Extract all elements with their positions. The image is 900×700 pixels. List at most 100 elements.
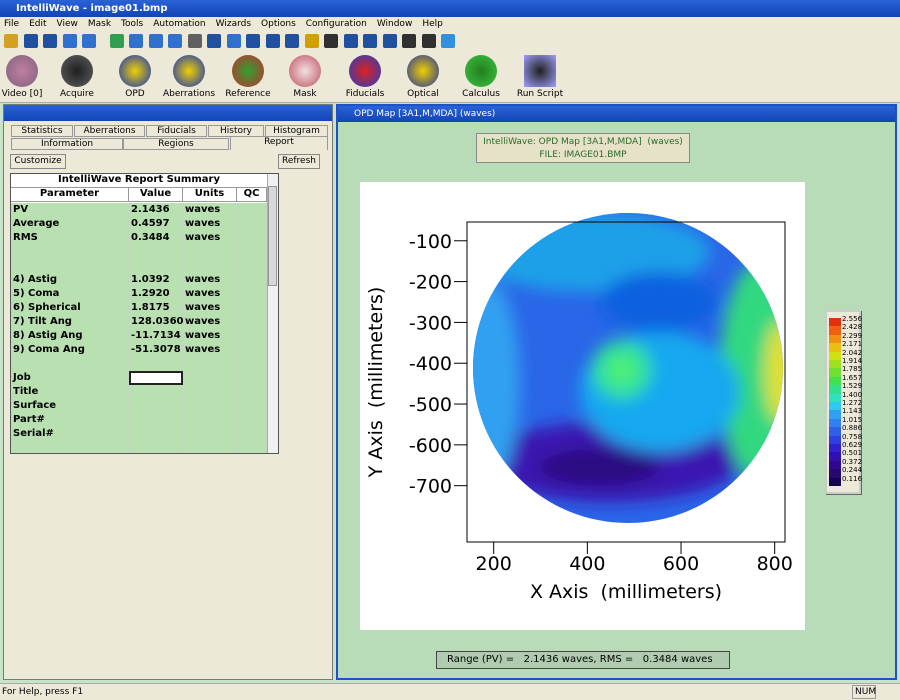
table-cell <box>129 259 183 273</box>
toolbar-icon[interactable] <box>23 34 38 48</box>
table-cell: waves <box>183 301 237 315</box>
table-cell: -11.7134 <box>129 329 183 343</box>
x-axis-label: X Axis (millimeters) <box>530 581 722 603</box>
toolbar-icon[interactable] <box>304 34 319 48</box>
table-cell <box>237 329 267 343</box>
colorbar-swatch <box>829 326 841 335</box>
toolbar-icon[interactable] <box>363 34 377 48</box>
table-cell: 1.0392 <box>129 273 183 287</box>
toolbar-icon[interactable] <box>82 34 96 48</box>
toolbar-icon[interactable] <box>407 55 439 87</box>
menu-item[interactable]: Mask <box>87 19 112 29</box>
customize-button[interactable]: Customize <box>10 154 66 169</box>
toolbar-label[interactable]: Calculus <box>462 89 500 99</box>
toolbar-icon[interactable] <box>285 34 299 48</box>
toolbar-label[interactable]: Video [0] <box>1 89 43 99</box>
x-tick-label: 400 <box>569 553 605 575</box>
menu-bar: File Edit View Mask Tools Automation Wizards Op… <box>0 17 900 31</box>
toolbar-icon[interactable] <box>465 55 497 87</box>
toolbar-icon[interactable] <box>343 34 358 48</box>
toolbar-icon[interactable] <box>119 55 151 87</box>
toolbar-label[interactable]: Reference <box>225 89 271 99</box>
toolbar-icon[interactable] <box>109 34 124 48</box>
colorbar-label: 1.272 <box>842 399 863 407</box>
toolbar-icon[interactable] <box>232 55 264 87</box>
toolbar-label[interactable]: Acquire <box>60 89 94 99</box>
table-cell: 9) Coma Ang <box>11 343 129 357</box>
menu-item[interactable]: Help <box>422 19 443 29</box>
colorbar-label: 0.244 <box>842 466 863 475</box>
toolbar-icon[interactable] <box>349 55 381 87</box>
tab[interactable]: Regions <box>123 138 229 150</box>
toolbar-icon[interactable] <box>173 55 205 87</box>
toolbar-icon[interactable] <box>6 55 38 87</box>
panel-title-bar <box>4 105 332 121</box>
toolbar-icon[interactable] <box>62 34 77 48</box>
menu-item[interactable]: Options <box>261 19 296 29</box>
toolbar-icon[interactable] <box>402 34 416 48</box>
table-cell: -51.3078 <box>129 343 183 357</box>
table-cell: waves <box>183 273 237 287</box>
toolbar-icon[interactable] <box>207 34 221 48</box>
table-cell <box>237 371 267 385</box>
toolbar-icon[interactable] <box>421 34 436 48</box>
toolbar-icon[interactable] <box>441 34 455 48</box>
colorbar-swatch <box>829 452 841 461</box>
toolbar-icon[interactable] <box>265 34 280 48</box>
table-cell <box>183 427 237 441</box>
menu-item[interactable]: Edit <box>29 19 47 29</box>
title-bar: IntelliWave - image01.bmp <box>0 0 900 17</box>
menu-item[interactable]: Wizards <box>215 19 252 29</box>
toolbar-icon[interactable] <box>246 34 260 48</box>
menu-item[interactable]: Window <box>376 19 413 29</box>
colorbar-label: 1.914 <box>842 357 863 365</box>
opd-map-image <box>473 213 783 523</box>
toolbar-icon[interactable] <box>324 34 338 48</box>
info-line: IntelliWave: OPD Map [3A1,M,MDA] (waves) <box>483 137 683 147</box>
table-cell <box>183 357 237 371</box>
tab[interactable]: Aberrations <box>74 125 145 137</box>
colorbar-label: 1.657 <box>842 373 863 382</box>
table-cell <box>129 385 183 399</box>
table-cell <box>11 245 129 259</box>
toolbar-label[interactable]: Optical <box>407 89 439 99</box>
toolbar-label[interactable]: Aberrations <box>162 89 216 99</box>
refresh-button[interactable]: Refresh <box>278 154 320 169</box>
table-cell <box>237 217 267 231</box>
toolbar-label[interactable]: Mask <box>293 89 317 99</box>
tab[interactable]: Information <box>11 138 123 150</box>
toolbar-icon[interactable] <box>524 55 556 87</box>
toolbar-label[interactable]: Fiducials <box>345 89 385 99</box>
colorbar-swatch <box>829 360 841 369</box>
colorbar-label: 2.042 <box>842 348 863 357</box>
table-cell <box>237 343 267 357</box>
column-header: QC <box>237 188 267 202</box>
colorbar-label: 2.171 <box>842 340 863 349</box>
menu-item[interactable]: View <box>56 19 78 29</box>
toolbar-icon[interactable] <box>129 34 143 48</box>
toolbar-icon[interactable] <box>289 55 321 87</box>
menu-item[interactable]: Automation <box>153 19 206 29</box>
tab[interactable]: Statistics <box>11 125 73 137</box>
menu-item[interactable]: Tools <box>121 19 144 29</box>
column-header: Units <box>183 188 237 202</box>
x-tick-label: 600 <box>663 553 699 575</box>
toolbar-icon[interactable] <box>61 55 93 87</box>
toolbar-icon[interactable] <box>382 34 397 48</box>
toolbar-icon[interactable] <box>43 34 57 48</box>
scroll-thumb[interactable] <box>268 186 277 286</box>
menu-item[interactable]: File <box>4 19 20 29</box>
toolbar-label[interactable]: Run Script <box>516 89 564 99</box>
toolbar-icon[interactable] <box>148 34 163 48</box>
toolbar-icon[interactable] <box>168 34 182 48</box>
toolbar-label[interactable]: OPD <box>125 89 145 99</box>
tab[interactable]: Report <box>230 136 328 150</box>
table-cell: 1.8175 <box>129 301 183 315</box>
colorbar-label: 2.428 <box>842 323 863 332</box>
toolbar-icon[interactable] <box>187 34 202 48</box>
tab[interactable]: Fiducials <box>146 125 207 137</box>
menu-item[interactable]: Configuration <box>305 19 367 29</box>
table-cell: Surface <box>11 399 129 413</box>
toolbar-icon[interactable] <box>226 34 241 48</box>
toolbar-icon[interactable] <box>4 34 18 48</box>
